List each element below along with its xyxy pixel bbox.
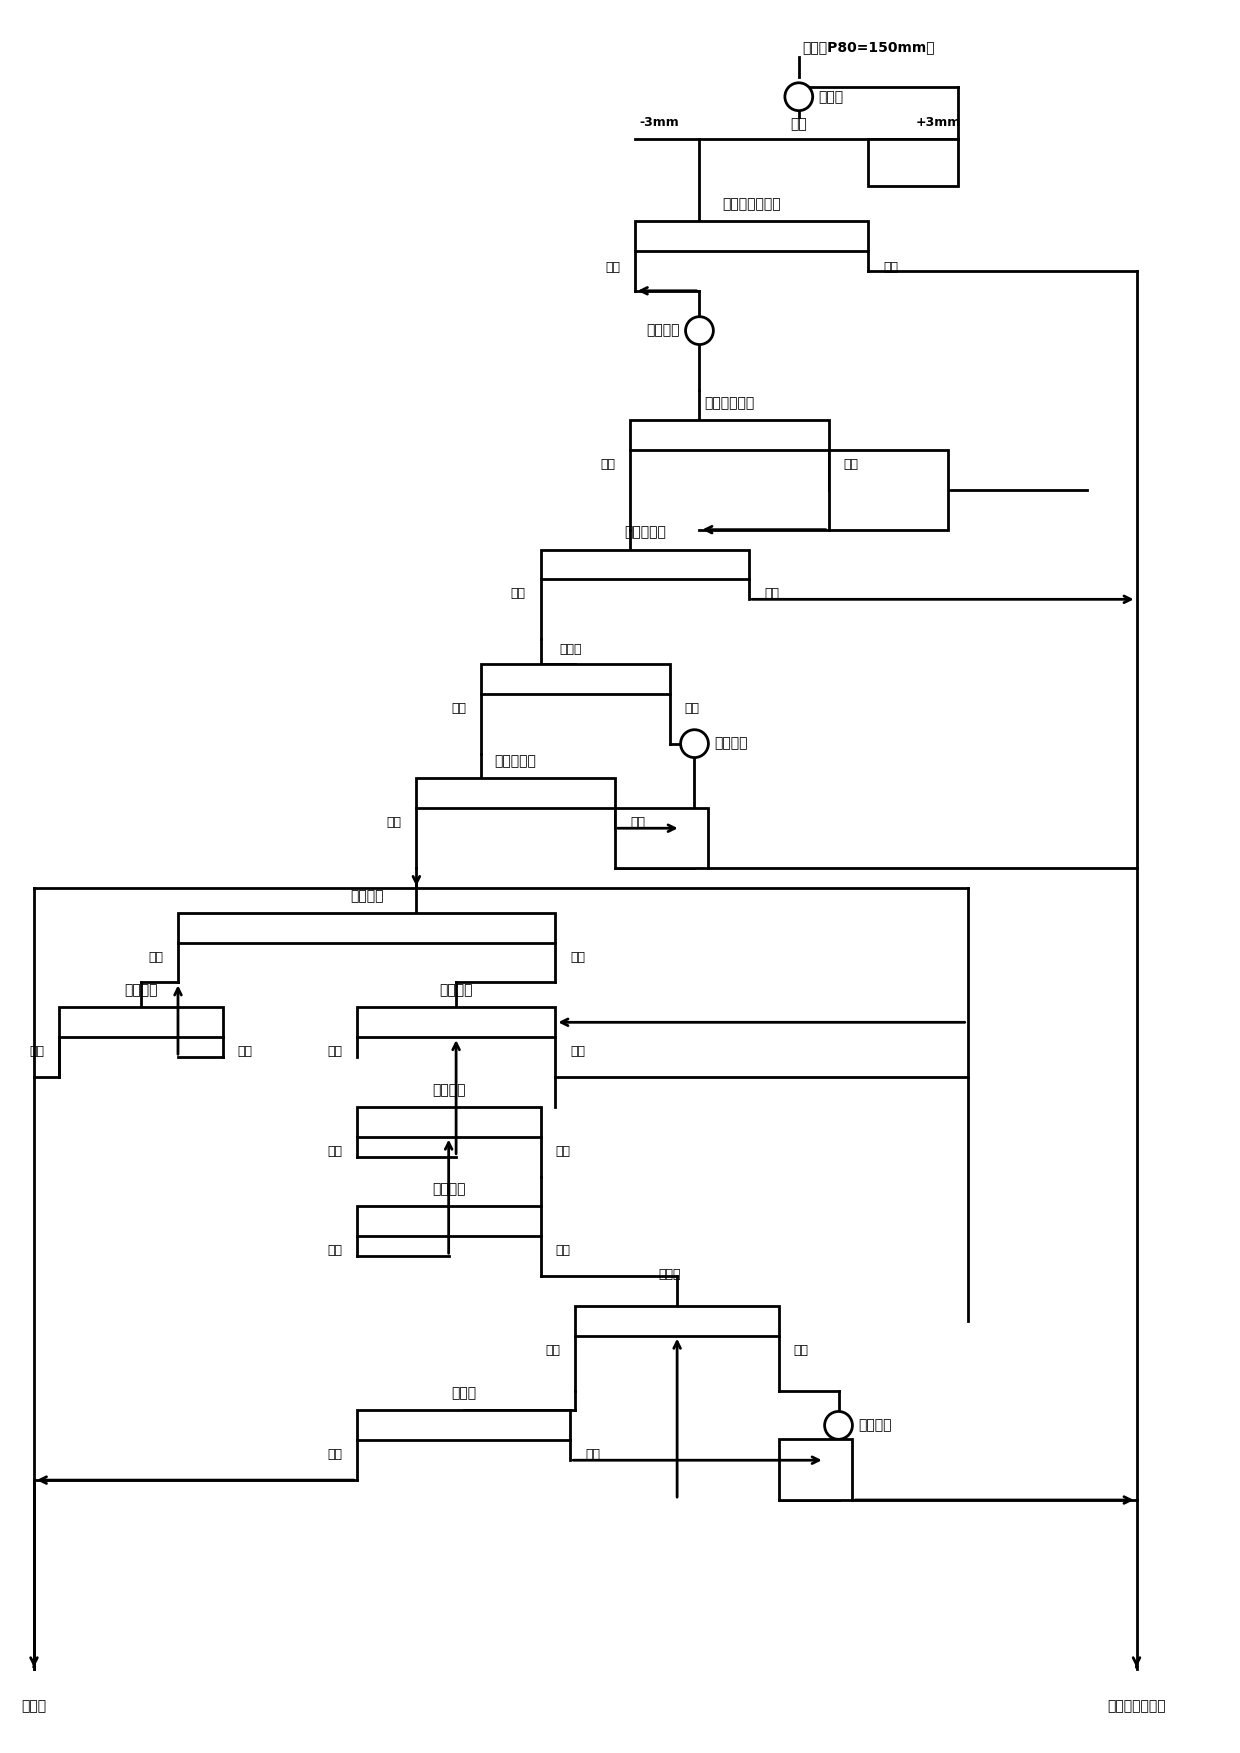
Text: 溢流: 溢流 [600, 458, 615, 472]
Text: 二段弱磁选: 二段弱磁选 [495, 754, 537, 768]
Bar [779, 1439, 852, 1501]
Bar [357, 1106, 541, 1136]
Text: 浮选一扫: 浮选一扫 [439, 983, 472, 997]
Text: 精矿: 精矿 [327, 1245, 342, 1257]
Text: 三段磨矿: 三段磨矿 [858, 1418, 892, 1432]
Text: 精矿: 精矿 [148, 950, 164, 964]
Text: 溢流: 溢流 [546, 1345, 560, 1357]
Text: 精矿: 精矿 [327, 1448, 342, 1462]
Text: 尾矿: 尾矿 [556, 1145, 570, 1157]
Circle shape [681, 729, 708, 757]
Bar [868, 138, 957, 186]
Text: 旋流器: 旋流器 [559, 643, 582, 656]
Text: 底流: 底流 [843, 458, 858, 472]
Bar [357, 1206, 541, 1236]
Text: -3mm: -3mm [640, 116, 680, 128]
Text: 二段球磨: 二段球磨 [714, 736, 748, 750]
Text: 溢流: 溢流 [451, 701, 466, 715]
Text: 精矿: 精矿 [605, 261, 620, 273]
Text: 铁精矿: 铁精矿 [21, 1699, 47, 1713]
Bar [357, 1008, 556, 1038]
Text: 原矿（P80=150mm）: 原矿（P80=150mm） [802, 40, 935, 54]
Text: 尾矿: 尾矿 [585, 1448, 600, 1462]
Bar [357, 1411, 570, 1441]
Bar [179, 913, 556, 943]
Text: 底流: 底流 [794, 1345, 808, 1357]
Text: 精矿: 精矿 [29, 1045, 43, 1059]
Bar [575, 1306, 779, 1336]
Text: 浮选三扫: 浮选三扫 [432, 1183, 465, 1197]
Bar [630, 421, 828, 451]
Text: 大粒度湿式预选: 大粒度湿式预选 [722, 196, 781, 210]
Bar [481, 664, 670, 694]
Text: 尾矿: 尾矿 [238, 1045, 253, 1059]
Bar [58, 1008, 223, 1038]
Text: 一段旋流器组: 一段旋流器组 [704, 396, 754, 410]
Text: 尾矿: 尾矿 [630, 817, 645, 829]
Text: 浮选精选: 浮选精选 [124, 983, 157, 997]
Text: 精矿: 精矿 [327, 1045, 342, 1059]
Text: 尾矿: 尾矿 [556, 1245, 570, 1257]
Circle shape [825, 1411, 852, 1439]
Text: 一段弱磁选: 一段弱磁选 [624, 526, 666, 540]
Text: 尾矿: 尾矿 [570, 1045, 585, 1059]
Text: 尾矿: 尾矿 [883, 261, 898, 273]
Circle shape [785, 82, 812, 110]
Text: 旋流器: 旋流器 [658, 1267, 681, 1281]
Text: 湿式综合铁尾矿: 湿式综合铁尾矿 [1107, 1699, 1166, 1713]
Text: +3mm: +3mm [915, 116, 961, 128]
Text: 精矿: 精矿 [511, 587, 526, 600]
Circle shape [686, 317, 713, 345]
Text: 精矿: 精矿 [387, 817, 402, 829]
Text: 精矿: 精矿 [327, 1145, 342, 1157]
Text: 尾矿: 尾矿 [570, 950, 585, 964]
Text: 半自磨: 半自磨 [818, 89, 843, 103]
Text: 筛分: 筛分 [790, 117, 807, 131]
Text: 强磁选: 强磁选 [451, 1387, 476, 1401]
Text: 一段球磨: 一段球磨 [646, 324, 680, 338]
Text: 浮选二扫: 浮选二扫 [432, 1083, 465, 1097]
Text: 尾矿: 尾矿 [764, 587, 779, 600]
Bar [635, 221, 868, 251]
Text: 浮选粗选: 浮选粗选 [350, 889, 383, 903]
Bar [615, 808, 708, 868]
Bar [828, 451, 947, 529]
Bar [417, 778, 615, 808]
Text: 底流: 底流 [684, 701, 699, 715]
Bar [541, 549, 749, 580]
